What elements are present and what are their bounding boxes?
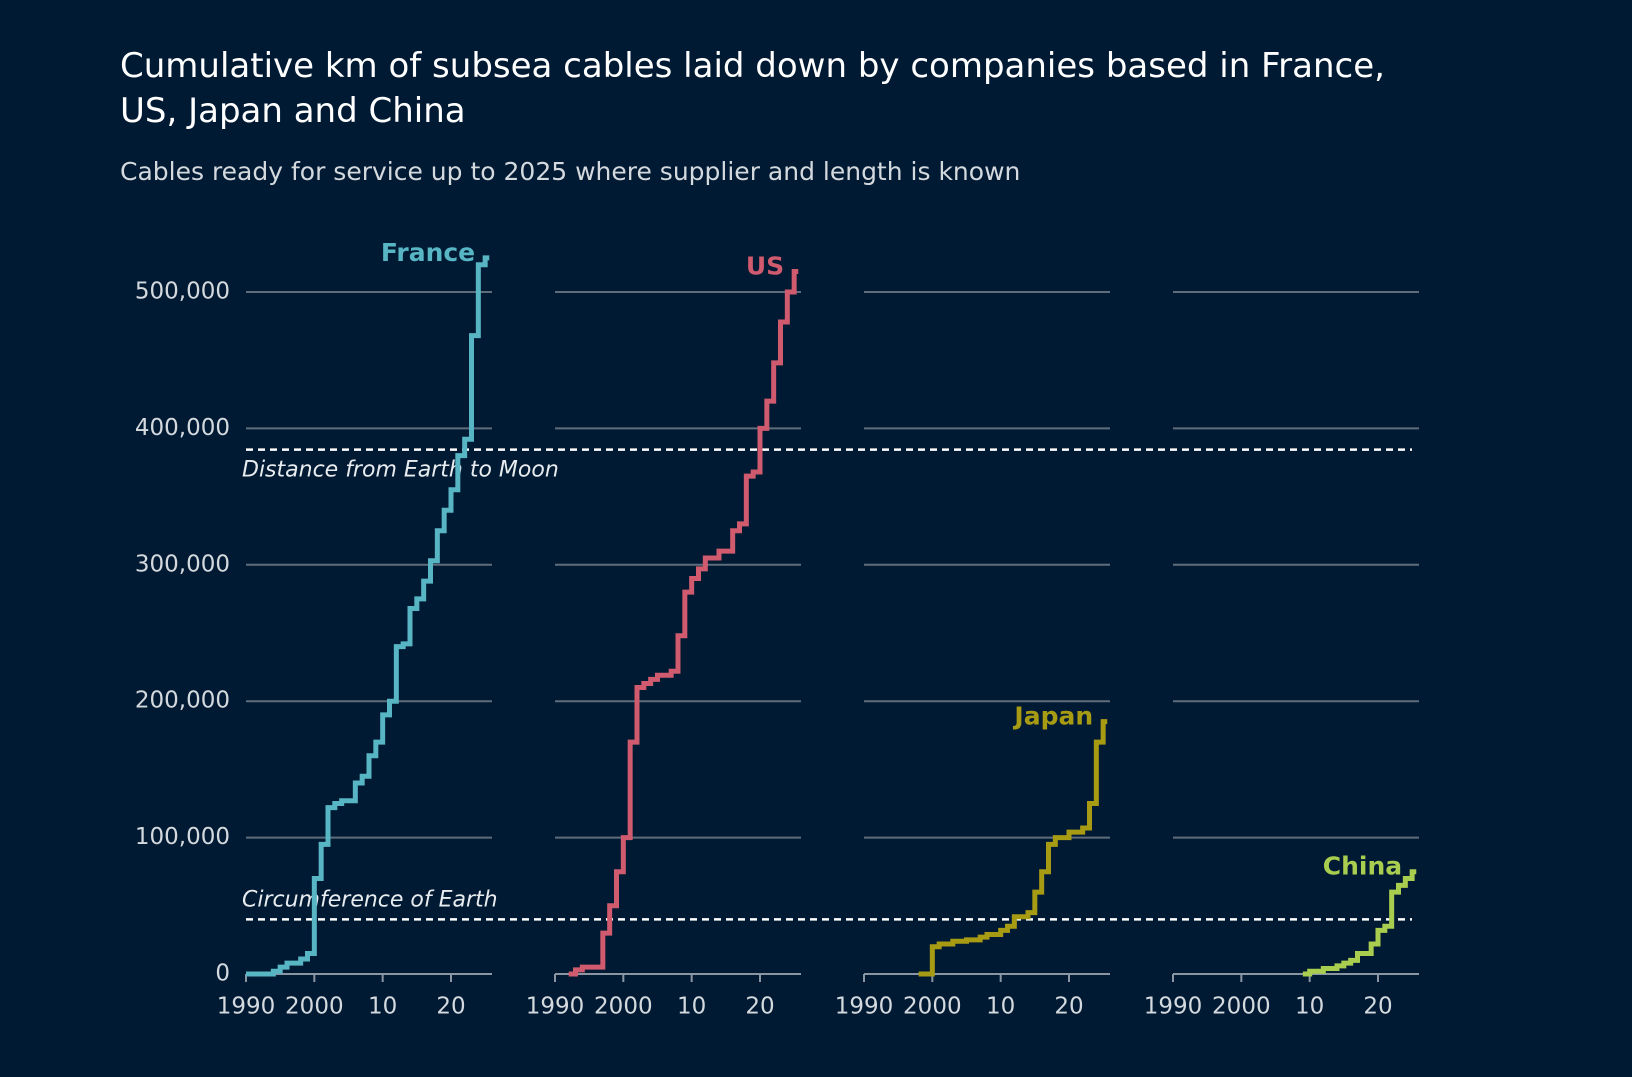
x-tick-label: 2000 [903, 994, 962, 1020]
series-label: China [1323, 852, 1402, 881]
series-label: France [381, 238, 475, 267]
y-tick-label: 200,000 [135, 688, 230, 714]
x-tick-label: 1990 [1144, 994, 1203, 1020]
x-tick-label: 1990 [526, 994, 585, 1020]
reference-label: Distance from Earth to Moon [242, 458, 559, 483]
y-tick-label: 100,000 [135, 824, 230, 850]
x-tick-label: 1990 [217, 994, 276, 1020]
x-tick-label: 10 [677, 994, 706, 1020]
x-tick-label: 20 [436, 994, 465, 1020]
x-tick-label: 2000 [1212, 994, 1271, 1020]
x-tick-label: 1990 [835, 994, 894, 1020]
chart-subtitle: Cables ready for service up to 2025 wher… [120, 157, 1021, 186]
y-tick-label: 500,000 [135, 279, 230, 305]
series-label: US [746, 252, 784, 281]
x-tick-label: 10 [1295, 994, 1324, 1020]
y-tick-label: 400,000 [135, 415, 230, 441]
x-tick-label: 20 [745, 994, 774, 1020]
y-tick-label: 0 [215, 961, 230, 987]
series-line [1302, 869, 1417, 977]
series-line [918, 719, 1108, 977]
series-line [246, 255, 490, 977]
x-tick-label: 20 [1363, 994, 1392, 1020]
series-line [568, 269, 799, 977]
x-tick-label: 2000 [594, 994, 653, 1020]
series-label: Japan [1012, 702, 1093, 731]
reference-label: Circumference of Earth [242, 887, 498, 912]
x-tick-label: 2000 [285, 994, 344, 1020]
x-tick-label: 10 [986, 994, 1015, 1020]
y-tick-label: 300,000 [135, 551, 230, 577]
x-tick-label: 10 [368, 994, 397, 1020]
chart-title: Cumulative km of subsea cables laid down… [120, 46, 1385, 131]
x-tick-label: 20 [1054, 994, 1083, 1020]
